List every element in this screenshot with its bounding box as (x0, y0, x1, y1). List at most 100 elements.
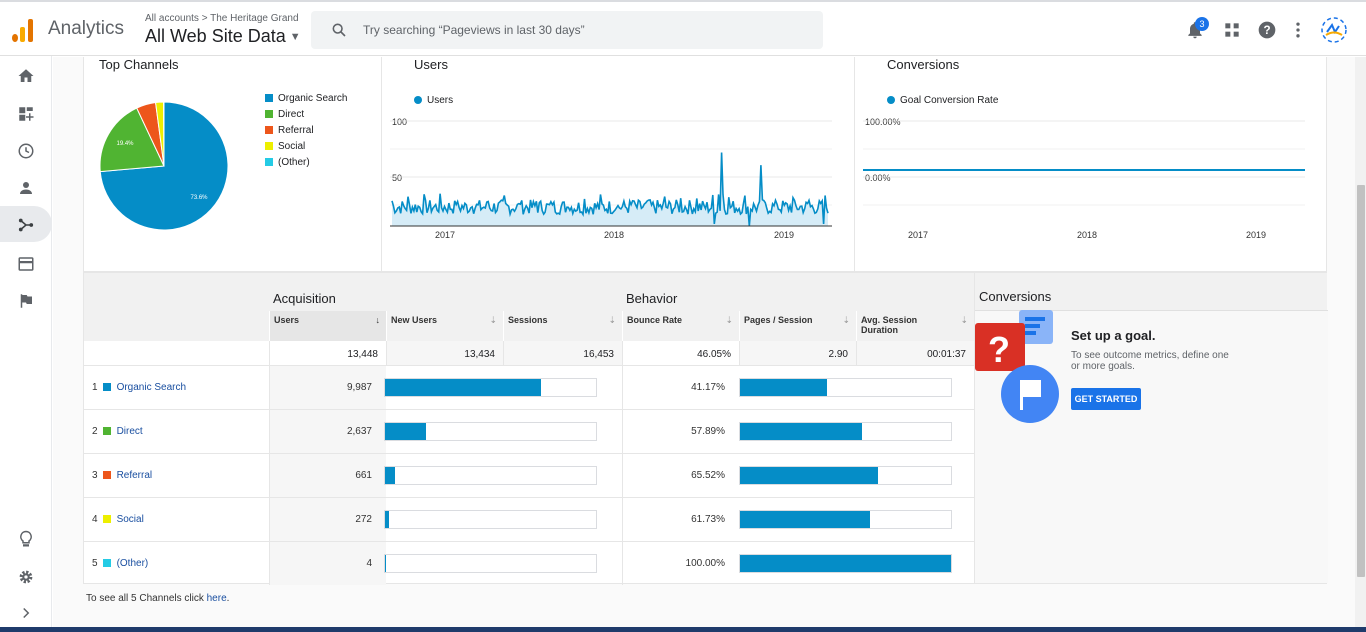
caret-down-icon: ▼ (289, 31, 301, 43)
goal-description: To see outcome metrics, define one or mo… (1071, 350, 1229, 372)
conv-x-tick-2018: 2018 (1077, 230, 1098, 240)
channel-link[interactable]: Direct (116, 426, 143, 437)
bounce-bar (740, 379, 827, 396)
new-users-bar-track (384, 422, 597, 441)
pie-label-organic: 73.6% (190, 195, 208, 201)
notification-badge: 3 (1195, 17, 1209, 31)
row-users: 661 (269, 454, 386, 497)
more-vert-icon[interactable] (1288, 20, 1308, 40)
account-avatar-icon[interactable] (1320, 16, 1348, 44)
sort-icon[interactable]: ⇣ (842, 315, 850, 325)
channels-table: Acquisition Behavior Users ↓ New Users ⇣ S… (83, 272, 1328, 585)
conversions-group-title: Conversions (979, 289, 1052, 304)
legend-direct[interactable]: Direct (265, 109, 304, 120)
nav-customization[interactable] (0, 95, 52, 131)
nav-expand[interactable] (0, 594, 52, 630)
see-all-channels-link[interactable]: here (206, 593, 227, 604)
row-channel: 1 Organic Search (92, 382, 186, 393)
row-index: 1 (92, 382, 98, 393)
goal-title: Set up a goal. (1071, 328, 1156, 343)
nav-discover[interactable] (0, 520, 52, 556)
total-sessions: 16,453 (503, 341, 622, 365)
get-started-button[interactable]: GET STARTED (1071, 388, 1141, 410)
total-pages-session: 2.90 (739, 341, 856, 365)
nav-home[interactable] (0, 57, 52, 93)
channel-link[interactable]: Referral (116, 470, 153, 481)
nav-realtime[interactable] (0, 132, 52, 168)
help-icon[interactable]: ? (1257, 20, 1277, 40)
users-x-tick-2019: 2019 (774, 230, 795, 240)
search-input[interactable] (363, 20, 803, 40)
row-index: 2 (92, 426, 98, 437)
row-color-swatch (102, 471, 111, 479)
row-bounce-rate: 65.52% (622, 454, 739, 497)
col-users[interactable]: Users ↓ (269, 311, 386, 341)
bounce-bar (740, 467, 879, 484)
pie-label-direct: 19.4% (116, 141, 134, 147)
legend-swatch-other (265, 158, 273, 166)
conversions-chart-title: Conversions (887, 57, 960, 72)
legend-swatch-organic (265, 94, 273, 102)
col-sessions[interactable]: Sessions ⇣ (503, 311, 622, 341)
legend-referral[interactable]: Referral (265, 125, 314, 136)
row-index: 3 (92, 470, 98, 481)
bounce-bar (740, 555, 951, 572)
row-users: 4 (269, 542, 386, 585)
channel-link[interactable]: Social (116, 514, 144, 525)
app-name[interactable]: Analytics (48, 18, 125, 39)
legend-social[interactable]: Social (265, 141, 305, 152)
apps-grid-icon[interactable] (1222, 20, 1242, 40)
new-users-bar (385, 379, 542, 396)
conversions-line-chart (863, 120, 1305, 206)
home-icon (18, 69, 34, 82)
row-channel: 3 Referral (92, 470, 152, 481)
nav-behavior[interactable] (0, 245, 52, 281)
conversions-panel: Conversions ? Set up a goal. To see outc… (974, 273, 1328, 583)
sort-icon[interactable]: ⇣ (489, 315, 497, 325)
table-row: 5 (Other) 4 100.00% (84, 541, 974, 585)
dashboard-icon (19, 107, 34, 121)
pie-slice-direct[interactable] (99, 107, 165, 173)
new-users-bar-track (384, 466, 597, 485)
nav-conversions[interactable] (0, 282, 52, 318)
row-users: 9,987 (269, 366, 386, 409)
table-row: 4 Social 272 61.73% (84, 497, 974, 541)
nav-acquisition[interactable] (0, 206, 52, 242)
nav-audience[interactable] (0, 169, 52, 205)
bounce-bar-track (739, 554, 952, 573)
sort-desc-icon[interactable]: ↓ (375, 315, 381, 325)
legend-swatch-direct (265, 110, 273, 118)
analytics-logo-icon[interactable] (12, 18, 34, 42)
top-bar: Analytics All accounts > The Heritage Gr… (0, 0, 1366, 56)
legend-swatch-referral (265, 126, 273, 134)
users-x-tick-2017: 2017 (435, 230, 456, 240)
behavior-icon (18, 257, 34, 271)
bounce-bar-track (739, 510, 952, 529)
total-users: 13,448 (269, 341, 386, 365)
overview-card: Top Channels 73.6% 19.4% Organic Search … (83, 57, 1327, 272)
channel-link[interactable]: (Other) (116, 558, 149, 569)
col-pages-session[interactable]: Pages / Session ⇣ (739, 311, 856, 341)
row-bounce-rate: 57.89% (622, 410, 739, 453)
channel-link[interactable]: Organic Search (116, 382, 187, 393)
col-avg-session-duration[interactable]: Avg. Session Duration ⇣ (856, 311, 974, 341)
legend-other[interactable]: (Other) (265, 157, 310, 168)
new-users-bar (385, 511, 390, 528)
users-x-tick-2018: 2018 (604, 230, 625, 240)
search-box[interactable] (311, 11, 823, 49)
goal-setup: ? Set up a goal. To see outcome metrics,… (975, 310, 1328, 583)
row-users: 272 (269, 498, 386, 541)
top-channels-title: Top Channels (99, 57, 179, 72)
breadcrumb[interactable]: All accounts > The Heritage Grand (145, 13, 299, 24)
col-bounce-rate[interactable]: Bounce Rate ⇣ (622, 311, 739, 341)
row-channel: 4 Social (92, 514, 144, 525)
scrollbar-thumb[interactable] (1357, 185, 1365, 577)
property-selector[interactable]: All Web Site Data ▼ (145, 26, 301, 47)
row-color-swatch (102, 427, 111, 435)
sort-icon[interactable]: ⇣ (960, 315, 968, 325)
legend-organic[interactable]: Organic Search (265, 93, 347, 104)
sort-icon[interactable]: ⇣ (725, 315, 733, 325)
col-new-users[interactable]: New Users ⇣ (386, 311, 503, 341)
nav-admin[interactable] (0, 558, 52, 594)
sort-icon[interactable]: ⇣ (608, 315, 616, 325)
